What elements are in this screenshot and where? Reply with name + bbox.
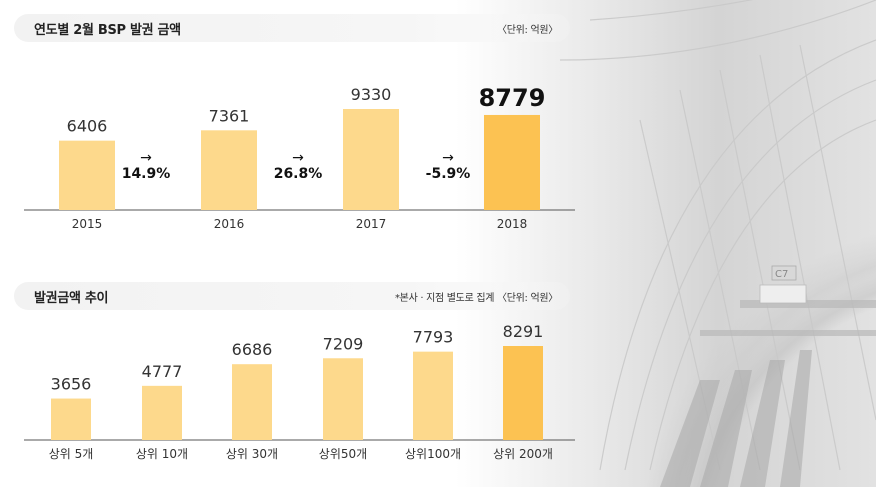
value-label: 7361	[209, 106, 250, 125]
value-label: 4777	[142, 362, 183, 381]
x-tick-label: 상위50개	[319, 447, 367, 461]
bar-2016	[201, 130, 257, 210]
bar-3	[323, 358, 363, 440]
x-tick-label: 2015	[72, 217, 103, 231]
chart-title: 연도별 2월 BSP 발권 금액	[34, 23, 181, 38]
bar-0	[51, 398, 91, 440]
chart-unit: 〈단위: 억원〉	[497, 25, 558, 36]
x-tick-label: 상위 5개	[49, 447, 94, 461]
bar-4	[413, 351, 453, 440]
value-label: 3656	[51, 375, 92, 394]
bar-2018	[484, 114, 540, 210]
ticketing-trend-bar-chart: 3656 상위 5개 4777 상위 10개 6686 상위 30개 7209 상위50개 77…	[24, 322, 575, 461]
bar-5	[503, 346, 543, 440]
x-tick-label: 상위 30개	[226, 447, 278, 461]
x-tick-label: 상위 10개	[136, 447, 188, 461]
value-label: 8291	[503, 322, 544, 341]
chart-title-bar: 발권금액 추이 *본사 · 지점 별도로 집계 〈단위: 억원〉	[14, 282, 570, 310]
x-tick-label: 상위100개	[405, 447, 461, 461]
chart-unit: *본사 · 지점 별도로 집계 〈단위: 억원〉	[394, 293, 558, 304]
growth-arrow: →	[442, 150, 454, 166]
x-tick-label: 2016	[214, 217, 245, 231]
growth-arrow: →	[292, 150, 304, 166]
x-tick-label: 2018	[497, 217, 528, 231]
value-label: 6406	[67, 117, 108, 136]
growth-label: 26.8%	[274, 166, 323, 182]
growth-arrow: →	[140, 150, 152, 166]
bar-2015	[59, 140, 115, 210]
growth-label: 14.9%	[122, 166, 171, 182]
x-tick-label: 2017	[356, 217, 387, 231]
chart-yearly-bsp: 연도별 2월 BSP 발권 금액 〈단위: 억원〉	[0, 14, 600, 244]
chart-ticketing-trend: 발권금액 추이 *본사 · 지점 별도로 집계 〈단위: 억원〉	[0, 282, 600, 482]
x-tick-label: 상위 200개	[493, 447, 553, 461]
value-label: 9330	[351, 85, 392, 104]
bar-2	[232, 364, 272, 440]
value-label: 6686	[232, 340, 273, 359]
yearly-bsp-bar-chart: 64062015736120169330201787792018→14.9%→2…	[24, 84, 575, 231]
chart-title: 발권금액 추이	[34, 291, 109, 306]
value-label: 8779	[479, 84, 546, 112]
bar-1	[142, 385, 182, 440]
bar-2017	[343, 109, 399, 210]
chart-title-bar: 연도별 2월 BSP 발권 금액 〈단위: 억원〉	[14, 14, 570, 42]
growth-label: -5.9%	[426, 166, 471, 182]
svg-text:C7: C7	[775, 269, 788, 280]
value-label: 7209	[323, 334, 364, 353]
value-label: 7793	[413, 328, 454, 347]
